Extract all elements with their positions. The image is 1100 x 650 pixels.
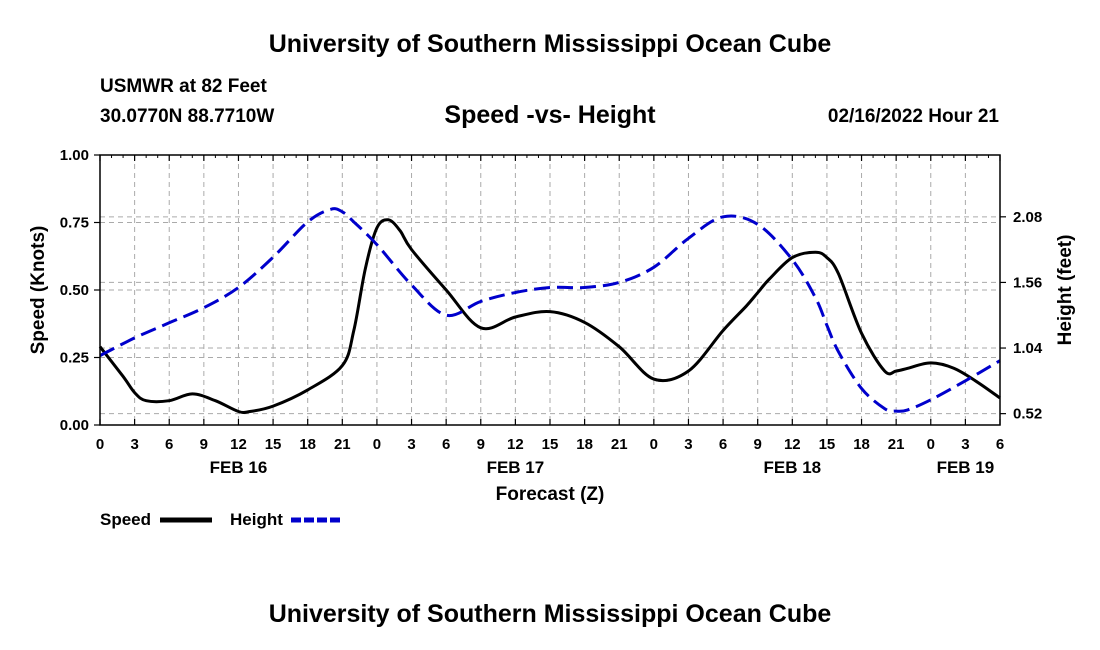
x-axis-label: Forecast (Z) xyxy=(496,484,605,505)
day-label: FEB 17 xyxy=(487,458,545,477)
x-tick-label: 12 xyxy=(230,436,247,453)
day-label: FEB 16 xyxy=(210,458,268,477)
x-tick-label: 12 xyxy=(507,436,524,453)
x-tick-label: 21 xyxy=(334,436,351,453)
x-tick-label: 6 xyxy=(165,436,173,453)
y2-axis-label: Height (feet) xyxy=(1055,235,1076,346)
chart-title: University of Southern Mississippi Ocean… xyxy=(268,30,832,58)
x-tick-label: 3 xyxy=(130,436,138,453)
legend-label-speed: Speed xyxy=(100,510,151,529)
x-tick-label: 6 xyxy=(996,436,1004,453)
day-label: FEB 19 xyxy=(937,458,995,477)
x-tick-label: 0 xyxy=(96,436,104,453)
chart-subtitle: Speed -vs- Height xyxy=(444,101,656,129)
x-tick-label: 3 xyxy=(407,436,415,453)
x-tick-label: 0 xyxy=(927,436,935,453)
x-tick-label: 21 xyxy=(888,436,905,453)
x-tick-label: 15 xyxy=(265,436,282,453)
y-tick-label: 1.00 xyxy=(60,147,89,164)
x-tick-label: 15 xyxy=(819,436,836,453)
legend: Speed Height xyxy=(100,510,343,529)
x-tick-label: 15 xyxy=(542,436,559,453)
forecast-datetime: 02/16/2022 Hour 21 xyxy=(827,106,999,127)
y-axis-label: Speed (Knots) xyxy=(28,226,49,355)
x-tick-label: 3 xyxy=(961,436,969,453)
x-tick-label: 3 xyxy=(684,436,692,453)
y-tick-label: 0.75 xyxy=(60,215,89,232)
x-tick-label: 18 xyxy=(299,436,316,453)
grid xyxy=(100,155,1000,425)
x-tick-label: 9 xyxy=(477,436,485,453)
y2-tick-label: 1.04 xyxy=(1013,340,1043,357)
day-label: FEB 18 xyxy=(763,458,821,477)
x-tick-label: 18 xyxy=(576,436,593,453)
station-label: USMWR at 82 Feet xyxy=(100,76,267,97)
y-tick-label: 0.25 xyxy=(60,350,89,367)
y2-tick-label: 0.52 xyxy=(1013,406,1042,423)
x-tick-label: 0 xyxy=(650,436,658,453)
x-tick-label: 9 xyxy=(754,436,762,453)
series-line-speed xyxy=(98,218,1001,415)
axes: 0 3 6 9 12 15 18 21 0 3 6 9 12 15 18 21 0 3 6 9 12 15 18 21 0 3 60… xyxy=(60,147,1043,477)
x-tick-label: 12 xyxy=(784,436,801,453)
footer-title: University of Southern Mississippi Ocean… xyxy=(268,600,832,628)
series-line-height xyxy=(99,207,1001,413)
y-tick-label: 0.00 xyxy=(60,417,89,434)
y2-tick-label: 1.56 xyxy=(1013,274,1042,291)
x-tick-label: 6 xyxy=(442,436,450,453)
y2-tick-label: 2.08 xyxy=(1013,209,1042,226)
coordinates-label: 30.0770N 88.7710W xyxy=(100,106,275,127)
x-tick-label: 9 xyxy=(200,436,208,453)
legend-label-height: Height xyxy=(230,510,283,529)
x-tick-label: 21 xyxy=(611,436,628,453)
x-tick-label: 18 xyxy=(853,436,870,453)
x-tick-label: 0 xyxy=(373,436,381,453)
x-tick-label: 6 xyxy=(719,436,727,453)
series-layer xyxy=(98,207,1001,415)
y-tick-label: 0.50 xyxy=(60,282,89,299)
